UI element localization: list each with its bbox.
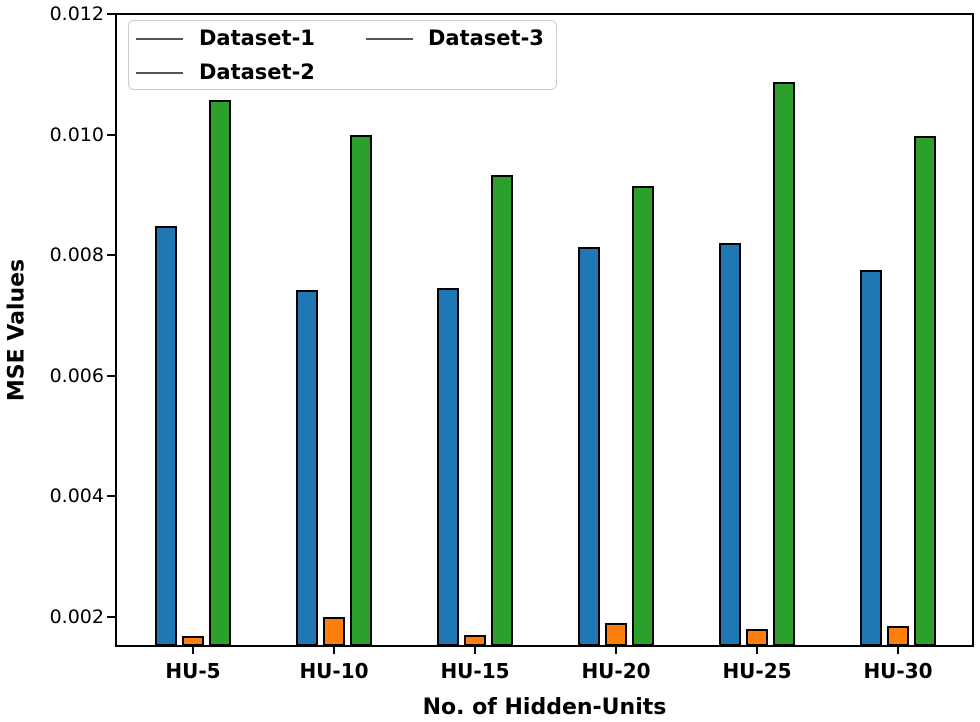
y-tick-label: 0.006 [49,364,104,387]
y-tick [107,374,115,377]
legend-line-icon [136,38,183,40]
bar-dataset-3-hu-5 [209,99,231,646]
x-tick-label: HU-10 [299,659,369,683]
bar-dataset-3-hu-20 [632,186,654,646]
y-tick-label: 0.004 [49,485,104,508]
bar-dataset-1-hu-20 [578,246,600,646]
y-tick-label: 0.008 [49,244,104,267]
x-tick-label: HU-20 [581,659,651,683]
legend-label: Dataset-2 [199,60,315,84]
bar-dataset-2-hu-20 [605,623,627,646]
bar-dataset-2-hu-10 [323,617,345,646]
y-tick-label: 0.002 [49,606,104,629]
y-tick-label: 0.012 [49,3,104,25]
x-tick-label: HU-30 [863,659,933,683]
x-tick [192,647,194,654]
y-tick [107,495,115,498]
axis-spine-bottom [115,645,974,647]
bar-dataset-1-hu-10 [296,289,318,646]
x-tick-label: HU-5 [165,659,221,683]
x-tick-label: HU-25 [722,659,792,683]
y-tick [107,254,115,257]
x-tick-label: HU-15 [440,659,510,683]
axis-spine-left [115,13,117,647]
y-tick [107,616,115,619]
bar-dataset-3-hu-30 [914,136,936,646]
bar-dataset-1-hu-30 [860,269,882,646]
bar-dataset-1-hu-15 [437,288,459,646]
bar-dataset-1-hu-25 [719,243,741,646]
y-tick-label: 0.010 [49,123,104,146]
legend-line-icon [366,38,413,40]
bar-dataset-1-hu-5 [155,225,177,646]
legend-line-icon [136,72,183,74]
x-tick [756,647,758,654]
x-tick [897,647,899,654]
y-tick [107,13,115,15]
x-tick [474,647,476,654]
bar-dataset-2-hu-15 [464,635,486,646]
legend-label: Dataset-1 [199,26,315,50]
legend: Dataset-1 Dataset-2 Dataset-3 [128,20,557,90]
bar-dataset-3-hu-10 [350,134,372,646]
axis-spine-right [972,13,974,647]
bar-dataset-2-hu-30 [887,626,909,646]
bar-dataset-3-hu-25 [773,82,795,646]
x-tick [333,647,335,654]
axis-spine-top [115,13,974,15]
legend-label: Dataset-3 [428,26,544,50]
y-tick [107,133,115,136]
x-tick [615,647,617,654]
x-axis-title: No. of Hidden-Units [422,695,667,720]
bar-dataset-3-hu-15 [491,175,513,646]
bar-dataset-2-hu-25 [746,628,768,646]
